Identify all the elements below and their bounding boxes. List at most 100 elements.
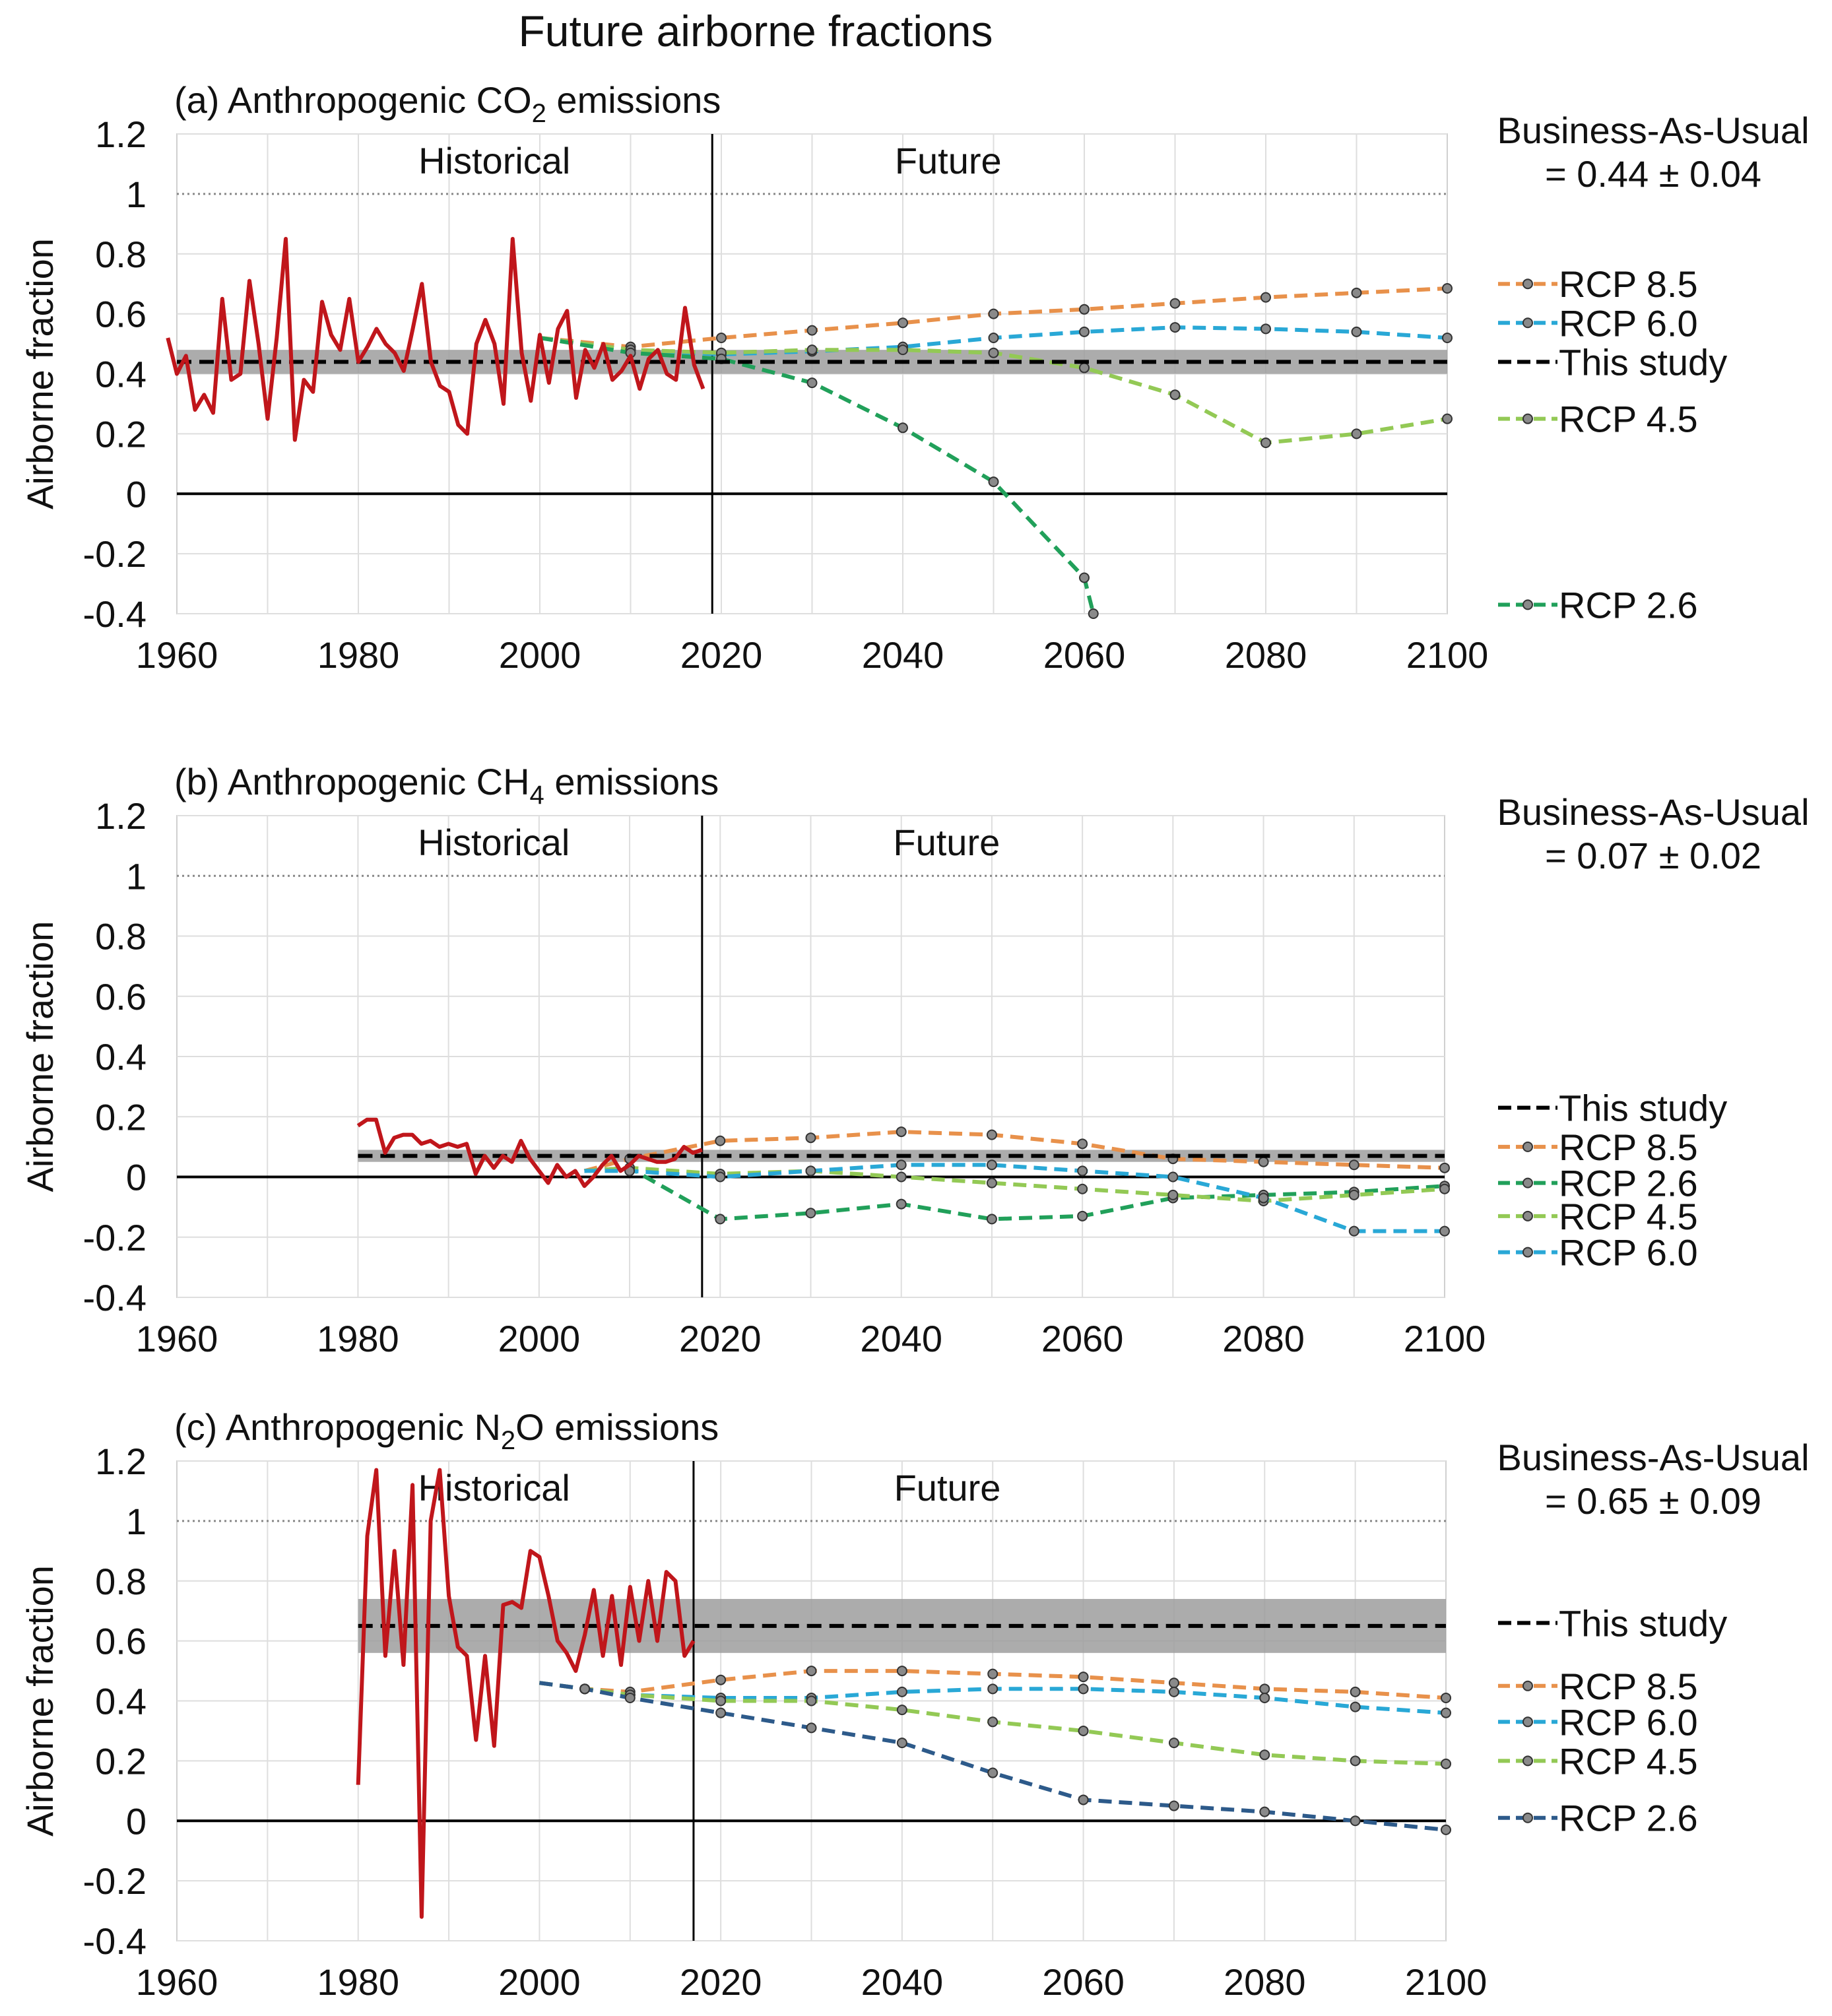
data-point xyxy=(1258,1156,1269,1167)
legend-marker xyxy=(1522,599,1533,610)
data-point xyxy=(1077,1183,1088,1194)
data-point xyxy=(806,1722,817,1734)
y-axis-label: Airborne fraction xyxy=(19,921,61,1192)
series-line xyxy=(584,1163,1445,1233)
legend-marker xyxy=(1522,413,1533,424)
series-line xyxy=(584,1165,1445,1221)
data-point xyxy=(986,1214,997,1225)
data-point xyxy=(1351,428,1362,439)
series-line xyxy=(584,1165,1445,1204)
future-label: Future xyxy=(893,822,1000,863)
data-point xyxy=(1260,438,1271,449)
x-tick-label: 2060 xyxy=(1041,1318,1124,1359)
data-point xyxy=(806,344,818,356)
data-point xyxy=(896,1738,907,1749)
data-point xyxy=(806,1666,817,1677)
data-point xyxy=(1351,326,1362,337)
data-point xyxy=(1077,1210,1088,1221)
series-line xyxy=(539,1681,1447,1766)
data-point xyxy=(987,1668,998,1679)
x-tick-label: 2020 xyxy=(679,1318,762,1359)
bau-label: Business-As-Usual xyxy=(1497,110,1809,151)
data-point xyxy=(898,317,908,329)
y-tick-label: -0.2 xyxy=(83,1860,147,1902)
observed-line xyxy=(356,1468,696,1919)
legend-label: RCP 4.5 xyxy=(1559,1196,1698,1237)
data-point xyxy=(987,1767,998,1778)
data-point xyxy=(1258,1192,1269,1204)
x-tick-label: 2100 xyxy=(1404,1318,1486,1359)
observed-line xyxy=(166,237,705,442)
data-point xyxy=(1168,1677,1179,1689)
y-tick-label: -0.2 xyxy=(83,533,147,575)
data-point xyxy=(1167,1189,1179,1200)
data-point xyxy=(579,1683,591,1695)
y-tick-label: -0.4 xyxy=(83,1920,147,1962)
y-tick-label: 0.4 xyxy=(95,354,147,395)
y-tick-label: 0.8 xyxy=(95,234,147,275)
legend-marker xyxy=(1522,1716,1533,1728)
legend-marker xyxy=(1522,1755,1533,1767)
series-line xyxy=(539,1669,1447,1700)
series-rcp-2-6 xyxy=(539,336,1099,619)
y-tick-label: -0.2 xyxy=(83,1217,147,1258)
historical-label: Historical xyxy=(418,822,570,863)
legend-item: RCP 2.6 xyxy=(1498,1798,1698,1839)
data-point xyxy=(1077,1138,1088,1150)
legend-label: RCP 4.5 xyxy=(1559,1740,1698,1782)
legend-label: RCP 6.0 xyxy=(1559,1701,1698,1743)
legend-item: This study xyxy=(1498,1602,1727,1644)
x-tick-label: 2080 xyxy=(1222,1318,1305,1359)
y-tick-label: 1 xyxy=(126,1501,147,1542)
data-point xyxy=(1441,1692,1451,1703)
bau-label: Business-As-Usual xyxy=(1497,1437,1809,1478)
data-point xyxy=(1439,1225,1450,1237)
y-tick-label: 0.2 xyxy=(95,413,147,455)
panel-title: (a) Anthropogenic CO2 emissions xyxy=(174,79,721,128)
observed-line xyxy=(356,1117,703,1188)
data-point xyxy=(715,1214,726,1225)
data-point xyxy=(1350,1686,1361,1697)
legend-item: RCP 4.5 xyxy=(1498,399,1698,440)
data-point xyxy=(1259,1806,1270,1817)
data-point xyxy=(986,1159,997,1171)
y-tick-label: 1.2 xyxy=(95,114,147,155)
series-rcp-2-6 xyxy=(539,1681,1451,1835)
legend-label: This study xyxy=(1559,341,1727,383)
x-tick-label: 2060 xyxy=(1043,634,1126,676)
legend-label: This study xyxy=(1559,1088,1727,1129)
y-tick-label: 0.6 xyxy=(95,1621,147,1662)
data-point xyxy=(1078,1725,1089,1736)
legend-item: RCP 2.6 xyxy=(1498,584,1698,626)
x-tick-label: 1980 xyxy=(317,1318,399,1359)
series-line xyxy=(539,1681,1447,1832)
data-point xyxy=(1260,292,1271,303)
legend-item: This study xyxy=(1498,341,1727,383)
data-point xyxy=(1259,1683,1270,1695)
y-tick-label: 0.4 xyxy=(95,1036,147,1078)
legend-label: RCP 6.0 xyxy=(1559,302,1698,344)
legend-item: RCP 6.0 xyxy=(1498,302,1698,344)
y-axis-label: Airborne fraction xyxy=(19,1565,61,1837)
data-point xyxy=(1077,1165,1088,1177)
x-tick-label: 1980 xyxy=(317,1961,399,2003)
y-axis-label: Airborne fraction xyxy=(19,238,61,509)
data-point xyxy=(1079,304,1090,315)
y-tick-label: 1.2 xyxy=(95,1441,147,1482)
legend-marker xyxy=(1522,1247,1533,1258)
data-point xyxy=(986,1177,997,1188)
x-tick-label: 2100 xyxy=(1406,634,1489,676)
series-rcp-8-5 xyxy=(583,1126,1450,1173)
legend-marker xyxy=(1522,278,1533,290)
y-tick-label: 0 xyxy=(126,1157,147,1198)
legend-label: RCP 8.5 xyxy=(1559,1126,1698,1168)
data-point xyxy=(806,1695,817,1707)
x-tick-label: 1960 xyxy=(136,1318,218,1359)
bau-label: Business-As-Usual xyxy=(1497,791,1809,833)
data-point xyxy=(896,1159,907,1171)
legend-item: RCP 6.0 xyxy=(1498,1701,1698,1743)
data-point xyxy=(1441,1824,1451,1835)
legend-label: RCP 4.5 xyxy=(1559,399,1698,440)
data-point xyxy=(715,1707,727,1718)
data-point xyxy=(1088,608,1099,619)
